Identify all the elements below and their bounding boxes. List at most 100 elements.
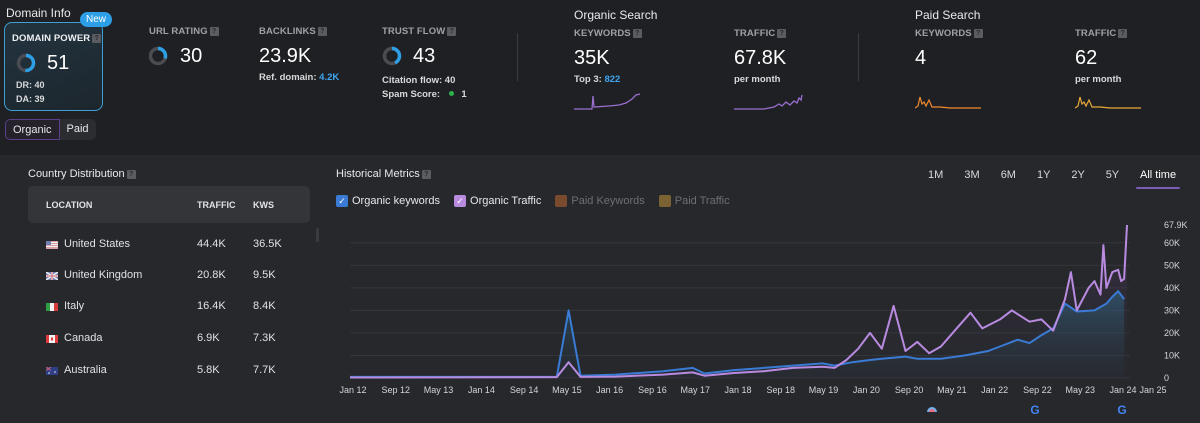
country-kws: 7.7K [253,364,276,376]
checkbox-unchecked-icon[interactable] [658,195,671,207]
range-6m[interactable]: 6M [1000,169,1016,181]
spam-score-label: Spam Score: [382,89,441,100]
help-icon[interactable]: ? [447,27,457,36]
country-name: Australia [64,364,107,376]
y-tick-label: 30K [1164,305,1180,315]
organic-keywords-sparkline [574,93,641,110]
column-kws[interactable]: KWS [253,200,274,210]
paid-keywords-sparkline [915,96,981,109]
y-tick-label: 40K [1164,283,1180,293]
domain-power-label: DOMAIN POWER [12,33,91,44]
trust-flow-value: 43 [413,45,436,67]
domain-power-card: DOMAIN POWER? 51 DR: 40 DA: 39 [4,22,103,111]
x-tick-label: Sep 14 [510,385,539,395]
dr-value: DR: 40 [16,80,45,90]
top3-value[interactable]: 822 [604,74,621,85]
toggle-paid[interactable]: Paid [66,123,89,135]
range-all-time[interactable]: All time [1140,169,1177,181]
checkbox-unchecked-icon[interactable] [555,195,568,207]
ref-domain-value[interactable]: 4.2K [319,72,340,83]
x-tick-label: May 23 [1065,385,1095,395]
x-tick-label: Sep 20 [895,385,924,395]
range-3m[interactable]: 3M [964,169,980,181]
y-tick-label: 50K [1164,260,1180,270]
legend-paid-keywords[interactable]: Paid Keywords [555,195,645,207]
country-row[interactable]: United Kingdom 20.8K 9.5K [28,267,310,287]
help-icon[interactable]: ? [92,34,102,43]
country-row[interactable]: Australia 5.8K 7.7K [28,362,310,382]
help-icon[interactable]: ? [1118,29,1128,38]
country-kws: 7.3K [253,332,276,344]
legend-label: Paid Traffic [674,195,730,207]
country-traffic: 6.9K [197,332,220,344]
table-scrollbar[interactable] [316,228,319,242]
country-traffic: 5.8K [197,364,220,376]
paid-traffic-value: 62 [1075,47,1098,69]
toggle-organic[interactable]: Organic [5,119,60,140]
paid-traffic-sub: per month [1075,74,1122,85]
organic-traffic-label: TRAFFIC [734,28,776,39]
x-tick-label: Jan 12 [339,385,366,395]
domain-power-value: 51 [47,52,70,74]
organic-traffic-line [349,224,1128,379]
x-tick-label: Sep 16 [638,385,667,395]
url-rating-label: URL RATING [149,26,208,37]
spam-status-dot-icon [448,91,454,96]
country-kws: 8.4K [253,300,276,312]
x-tick-label: Sep 12 [382,385,411,395]
divider [858,33,859,81]
legend-label: Paid Keywords [571,195,645,207]
column-location[interactable]: LOCATION [46,200,93,210]
country-kws: 9.5K [253,269,276,281]
legend-organic-keywords[interactable]: ✓ Organic keywords [336,195,440,207]
weather-update-icon [929,409,935,412]
country-row[interactable]: Canada 6.9K 7.3K [28,330,310,350]
x-tick-label: Sep 22 [1023,385,1052,395]
checkbox-checked-icon[interactable]: ✓ [336,195,348,207]
chart-legend: ✓ Organic keywords ✓ Organic Traffic Pai… [336,195,744,207]
country-name: United States [64,238,131,250]
it-flag-icon [46,303,58,311]
new-badge: New [80,12,113,27]
organic-keywords-line [350,290,1125,378]
y-tick-label: 20K [1164,328,1180,338]
series-area [350,291,1125,378]
organic-traffic-sparkline [734,94,803,110]
google-update-icon: G [1117,403,1126,417]
range-5y[interactable]: 5Y [1105,169,1119,181]
country-name: United Kingdom [64,269,143,281]
legend-paid-traffic[interactable]: Paid Traffic [658,195,730,207]
help-icon[interactable]: ? [209,27,219,36]
help-icon[interactable]: ? [421,170,431,179]
x-tick-label: Jan 20 [853,385,880,395]
google-update-icon: G [1117,403,1126,417]
backlinks-value: 23.9K [259,45,312,67]
organic-keywords-label: KEYWORDS [574,28,631,39]
help-icon[interactable]: ? [126,170,136,179]
legend-organic-traffic[interactable]: ✓ Organic Traffic [454,195,541,207]
google-update-icon: G [1030,403,1039,417]
help-icon[interactable]: ? [632,29,642,38]
au-flag-icon [46,367,58,375]
checkbox-checked-icon[interactable]: ✓ [454,195,467,207]
country-name: Canada [64,332,103,344]
country-traffic: 20.8K [197,269,226,281]
paid-keywords-label: KEYWORDS [915,28,972,39]
x-tick-label: May 13 [424,385,454,395]
help-icon[interactable]: ? [973,29,983,38]
column-traffic[interactable]: TRAFFIC [197,200,236,210]
x-tick-label: Jan 25 [1139,385,1166,395]
help-icon[interactable]: ? [777,29,787,38]
citation-flow: Citation flow: 40 [382,75,456,86]
paid-traffic-sparkline [1075,96,1141,109]
range-2y[interactable]: 2Y [1071,169,1085,181]
country-row[interactable]: Italy 16.4K 8.4K [28,298,310,318]
country-row[interactable]: United States 44.4K 36.5K [28,236,310,256]
help-icon[interactable]: ? [317,27,327,36]
y-tick-label: 67.9K [1164,220,1188,230]
uk-flag-icon [46,272,58,280]
x-tick-label: Jan 22 [981,385,1008,395]
range-1m[interactable]: 1M [928,169,944,181]
range-1y[interactable]: 1Y [1037,169,1051,181]
spam-score-value: 1 [461,89,467,100]
